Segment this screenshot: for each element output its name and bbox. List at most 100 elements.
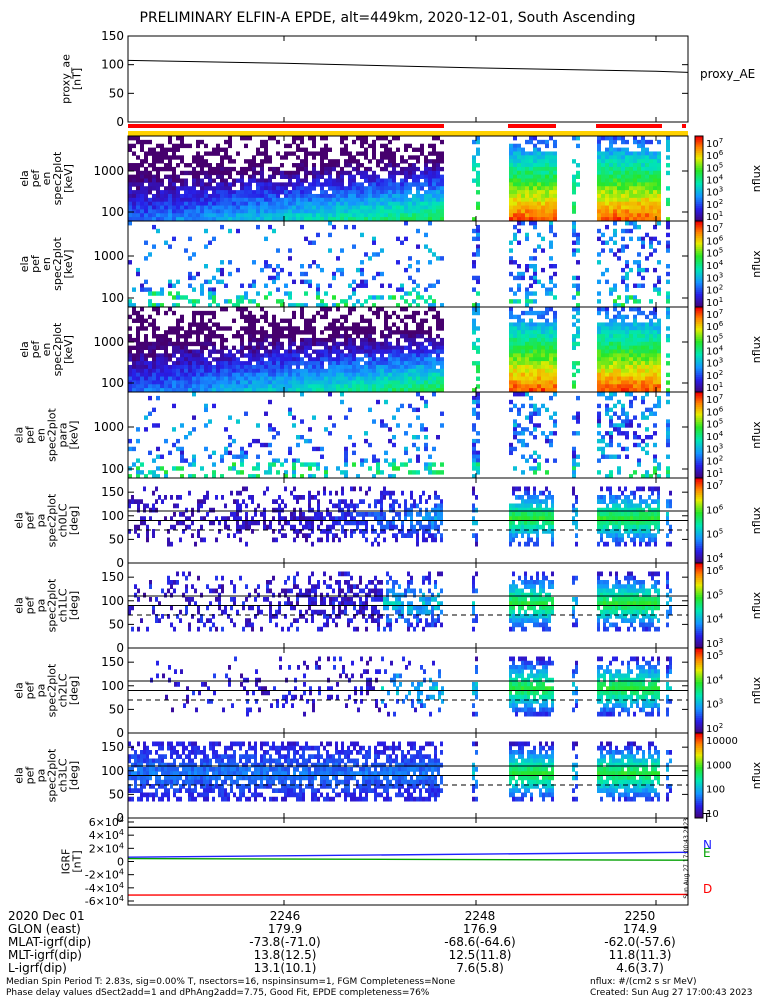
heatmap-cell [168, 201, 172, 207]
heatmap-cell [240, 470, 244, 475]
heatmap-cell [212, 291, 216, 296]
heatmap-cell [328, 376, 332, 381]
heatmap-cell [472, 361, 476, 366]
heatmap-cell [160, 178, 164, 183]
heatmap-cell [521, 337, 525, 343]
heatmap-cell [188, 474, 192, 479]
heatmap-cell [476, 139, 480, 145]
heatmap-cell [621, 279, 625, 285]
heatmap-cell [400, 209, 404, 214]
heatmap-cell [200, 287, 204, 292]
heatmap-cell [529, 372, 533, 378]
heatmap-cell [372, 474, 376, 479]
heatmap-cell [424, 318, 428, 323]
heatmap-cell [232, 201, 236, 207]
heatmap-cell [352, 353, 356, 358]
heatmap-cell [288, 291, 292, 296]
heatmap-cell [140, 357, 144, 362]
heatmap-cell [152, 388, 156, 393]
heatmap-cell [525, 186, 529, 191]
heatmap-cell [368, 182, 372, 187]
colorbar-swatch [695, 136, 703, 139]
heatmap-cell [136, 163, 140, 168]
heatmap-cell [320, 361, 324, 366]
heatmap-cell [396, 303, 400, 308]
heatmap-cell [360, 217, 364, 222]
heatmap-cell [545, 345, 549, 350]
heatmap-cell [529, 431, 533, 436]
heatmap-cell [224, 155, 228, 160]
heatmap-cell [160, 372, 164, 378]
heatmap-cell [272, 166, 276, 172]
heatmap-cell [368, 341, 372, 347]
heatmap-cell [576, 143, 580, 149]
heatmap-cell [288, 217, 292, 222]
colorbar-tick-label: 102 [706, 198, 723, 211]
heatmap-cell [404, 368, 408, 374]
heatmap-cell [272, 384, 276, 389]
heatmap-cell [308, 318, 312, 323]
heatmap-cell [400, 295, 404, 300]
heatmap-cell [128, 143, 132, 149]
heatmap-cell [204, 341, 208, 347]
heatmap-cell [537, 209, 541, 214]
heatmap-cell [208, 213, 212, 218]
heatmap-cell [248, 322, 252, 327]
heatmap-cell [188, 170, 192, 176]
heatmap-cell [300, 462, 304, 467]
heatmap-cell [304, 341, 308, 347]
heatmap-cell [172, 190, 176, 195]
heatmap-cell [272, 376, 276, 381]
heatmap-cell [312, 376, 316, 381]
heatmap-cell [140, 388, 144, 393]
heatmap-cell [601, 361, 605, 366]
y-tick-label: 1000 [93, 249, 124, 263]
heatmap-cell [653, 217, 657, 222]
heatmap-cell [424, 197, 428, 203]
heatmap-cell [252, 322, 256, 327]
heatmap-cell [148, 178, 152, 183]
heatmap-cell [316, 217, 320, 222]
colorbar-swatch [695, 261, 703, 265]
heatmap-cell [416, 364, 420, 370]
heatmap-cell [613, 151, 617, 156]
heatmap-cell [224, 384, 228, 389]
heatmap-cell [649, 201, 653, 207]
heatmap-cell [553, 201, 557, 207]
heatmap-cell [400, 205, 404, 210]
heatmap-cell [432, 197, 436, 203]
heatmap-cell [424, 330, 428, 335]
heatmap-cell [649, 197, 653, 203]
heatmap-cell [152, 322, 156, 327]
heatmap-cell [272, 427, 276, 432]
heatmap-cell [200, 322, 204, 327]
heatmap-cell [220, 155, 224, 160]
heatmap-cell [140, 182, 144, 187]
heatmap-cell [576, 330, 580, 335]
heatmap-cell [200, 372, 204, 378]
heatmap-cell [416, 174, 420, 179]
heatmap-cell [601, 380, 605, 385]
heatmap-cell [256, 186, 260, 191]
heatmap-cell [260, 213, 264, 218]
heatmap-cell [204, 228, 208, 234]
heatmap-cell [637, 368, 641, 374]
heatmap-cell [128, 260, 132, 265]
heatmap-cell [272, 190, 276, 195]
heatmap-cell [168, 353, 172, 358]
heatmap-cell [629, 368, 633, 374]
heatmap-cell [545, 330, 549, 335]
heatmap-cell [256, 438, 260, 444]
heatmap-cell [553, 186, 557, 191]
heatmap-cell [324, 205, 328, 210]
heatmap-cell [609, 330, 613, 335]
heatmap-cell [184, 201, 188, 207]
heatmap-cell [348, 407, 352, 413]
heatmap-cell [517, 186, 521, 191]
heatmap-cell [633, 326, 637, 331]
heatmap-cell [200, 213, 204, 218]
heatmap-cell [164, 240, 168, 245]
heatmap-cell [513, 186, 517, 191]
heatmap-cell [292, 423, 296, 428]
heatmap-cell [164, 361, 168, 366]
